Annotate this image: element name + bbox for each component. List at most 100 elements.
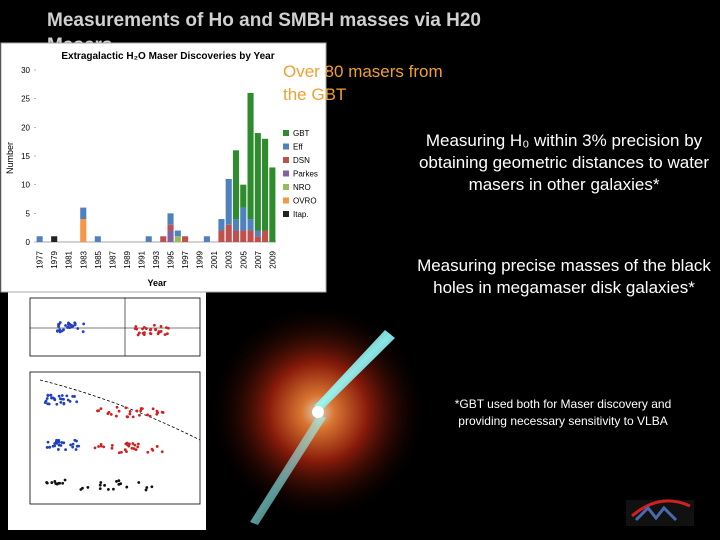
plot-dot	[159, 324, 163, 328]
plot-dot	[65, 394, 69, 398]
plot-dot	[125, 485, 129, 489]
plot-dot	[96, 409, 99, 413]
plot-dot	[141, 331, 145, 335]
plot-dot	[55, 482, 59, 486]
plot-dot	[50, 481, 54, 484]
plot-dot	[74, 448, 78, 451]
legend-swatch	[283, 184, 289, 190]
plot-dot	[141, 327, 144, 331]
plot-dot	[124, 406, 128, 410]
plot-dot	[99, 481, 103, 484]
plot-dot	[117, 479, 121, 483]
plot-dot	[115, 480, 118, 483]
x-tick-label: 1977	[36, 250, 45, 268]
galaxy-image	[208, 302, 428, 525]
plot-dot	[112, 487, 115, 491]
bar-segment	[240, 230, 247, 242]
x-tick-label: 2007	[254, 250, 263, 268]
x-tick-label: 1981	[65, 250, 74, 268]
x-tick-label: 2009	[268, 250, 277, 268]
plot-dot	[138, 413, 141, 417]
y-tick-label: 15	[21, 152, 30, 161]
plot-dot	[59, 444, 63, 447]
x-tick-label: 1997	[181, 250, 190, 268]
bar-segment	[262, 138, 269, 231]
plot-dot	[127, 442, 131, 446]
plot-dot	[56, 448, 60, 451]
plot-dot	[128, 410, 132, 413]
plot-dot	[75, 400, 79, 404]
bar-segment	[218, 230, 225, 242]
x-tick-label: 1985	[94, 250, 103, 268]
y-tick-label: 5	[26, 209, 31, 218]
bar-segment	[167, 230, 174, 242]
bar-segment	[174, 236, 181, 242]
plot-dot	[160, 450, 164, 454]
x-tick-label: 1991	[137, 250, 146, 268]
plot-dot	[144, 488, 148, 492]
bar-segment	[254, 133, 261, 231]
plot-dot	[148, 414, 152, 418]
bar-segment	[262, 230, 269, 242]
plot-dot	[45, 446, 49, 449]
plot-dot	[55, 402, 59, 406]
plot-dot	[93, 446, 97, 450]
plot-dot	[62, 441, 66, 445]
plot-dot	[117, 409, 121, 413]
plot-dot	[60, 329, 64, 333]
bar-segment	[167, 213, 174, 225]
bar-segment	[218, 219, 225, 231]
plot-dot	[136, 445, 140, 449]
plot-dot	[140, 407, 144, 411]
plot-dot	[66, 398, 70, 402]
bar-segment	[203, 236, 210, 242]
plot-dot	[73, 438, 77, 442]
bar-segment	[232, 230, 240, 242]
legend-label: Eff	[293, 143, 303, 152]
plot-dot	[135, 409, 139, 413]
plot-dot	[109, 412, 113, 416]
y-tick-label: 30	[21, 66, 30, 75]
bar-segment	[160, 236, 167, 242]
plot-dot	[150, 447, 154, 451]
plot-dot	[45, 397, 49, 400]
plot-dot	[71, 324, 75, 328]
plot-dot	[81, 486, 84, 490]
x-tick-label: 1993	[152, 250, 161, 268]
plot-dot	[86, 485, 90, 489]
plot-dot	[99, 407, 103, 411]
plot-dot	[64, 448, 67, 452]
plot-dot	[53, 480, 57, 483]
x-axis-label: Year	[147, 278, 167, 288]
plot-dot	[139, 409, 143, 413]
plot-dot	[66, 326, 69, 329]
y-tick-label: 0	[26, 238, 31, 247]
plot-dot	[46, 394, 50, 398]
plot-dot	[164, 326, 168, 330]
legend-swatch	[283, 157, 289, 163]
plot-dot	[48, 445, 52, 449]
x-tick-label: 1979	[50, 250, 59, 268]
plot-dot	[61, 481, 65, 485]
bar-segment	[36, 236, 43, 242]
legend-label: DSN	[293, 156, 310, 165]
bar-segment	[145, 236, 152, 242]
legend-swatch	[283, 197, 289, 204]
bar-segment	[269, 167, 276, 242]
plot-dot	[126, 415, 130, 419]
plot-dot	[153, 323, 156, 327]
bar-segment	[182, 236, 189, 242]
plot-dot	[120, 450, 123, 454]
bar-segment	[167, 224, 174, 231]
legend-swatch	[283, 170, 289, 177]
plot-dot	[137, 331, 141, 335]
plot-dot	[106, 488, 110, 491]
plot-dot	[144, 327, 148, 330]
plot-dot	[102, 445, 106, 449]
plot-dot	[127, 444, 131, 448]
plot-dot	[82, 322, 86, 326]
plot-dot	[110, 444, 114, 447]
plot-dot	[117, 482, 121, 486]
x-tick-label: 2001	[210, 250, 219, 268]
